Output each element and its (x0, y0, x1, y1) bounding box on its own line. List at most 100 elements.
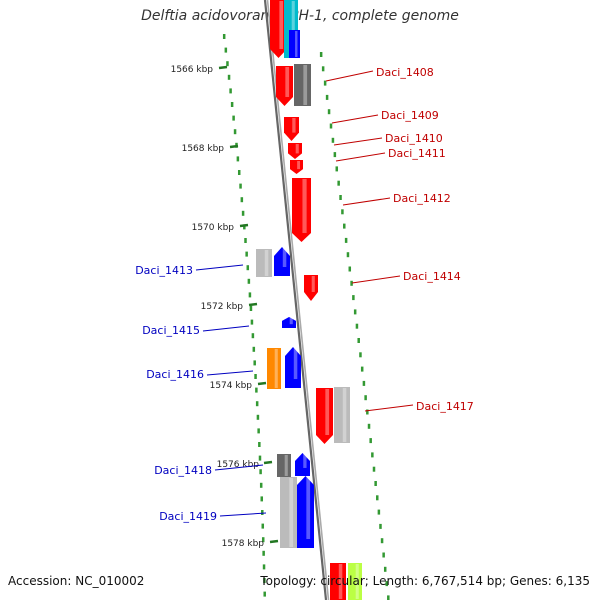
gene-label[interactable]: Daci_1416 (146, 368, 204, 381)
label-leader-line (219, 512, 267, 517)
ruler-tick (257, 381, 267, 386)
ruler-dot (369, 438, 372, 444)
ruler-dot (258, 455, 262, 461)
gene-arrow (274, 247, 290, 276)
ruler-dots (222, 34, 390, 600)
ruler-dot (360, 366, 364, 372)
ruler-dot (239, 183, 242, 189)
tick-label: 1576 kbp (217, 460, 260, 470)
ruler-dot (246, 265, 250, 271)
gene-label[interactable]: Daci_1408 (376, 66, 434, 79)
gene-label[interactable]: Daci_1415 (142, 324, 200, 337)
gene-arrow (277, 454, 291, 477)
ruler-dot (335, 166, 339, 172)
ruler-dot (263, 591, 266, 597)
backbone-line (263, 0, 328, 600)
ruler-dot (255, 401, 259, 407)
ruler-dot (371, 452, 374, 458)
gene-labels: Daci_1408 Daci_1409 Daci_1410 Daci_1411 Daci… (135, 66, 474, 523)
gene-label[interactable]: Daci_1418 (154, 464, 212, 477)
gene-highlight (302, 179, 307, 233)
gene-arrow (270, 0, 287, 58)
ruler-dot (333, 152, 337, 158)
ruler-dot (260, 496, 264, 502)
backbone-line-shadow (266, 0, 330, 600)
ruler-dot (259, 469, 262, 475)
gene-highlight (325, 389, 330, 435)
gene-arrow (276, 66, 293, 106)
label-leader-line (202, 325, 250, 332)
gene-arrow (267, 348, 281, 389)
gene-arrow (297, 476, 314, 548)
ruler-dot (261, 537, 265, 543)
gene-highlight (297, 161, 301, 170)
ruler-dot (256, 414, 260, 420)
gene-label[interactable]: Daci_1413 (135, 264, 193, 277)
ruler-tick (239, 223, 249, 228)
ruler-dot (323, 80, 327, 86)
ruler-dot (385, 581, 389, 587)
gene-arrow (316, 388, 333, 444)
ruler-dot (251, 333, 255, 339)
tick-label: 1574 kbp (210, 381, 253, 391)
gene-highlight (306, 477, 311, 539)
ruler-dot (237, 170, 241, 175)
ruler-dot (383, 566, 387, 572)
label-leader-line (331, 114, 379, 124)
gene-label[interactable]: Daci_1414 (403, 270, 461, 283)
ruler-dot (387, 595, 390, 600)
gene-highlight (295, 31, 298, 57)
ruler-dot (229, 88, 232, 94)
accession-text: Accession: NC_010002 (8, 574, 145, 588)
ruler-dot (350, 280, 353, 286)
gene-highlight (293, 348, 298, 379)
gene-arrow (289, 30, 300, 58)
ruler-dot (245, 251, 248, 257)
ruler-dot (359, 352, 362, 358)
gene-features (256, 0, 362, 600)
gene-highlight (264, 250, 269, 276)
gene-label[interactable]: Daci_1409 (381, 109, 439, 122)
gene-label[interactable]: Daci_1417 (416, 400, 474, 413)
ruler-dot (258, 442, 261, 447)
label-leader-line (351, 275, 401, 284)
gene-highlight (295, 144, 299, 154)
ruler-dot (263, 578, 266, 583)
ruler-ticks: 1566 kbp 1568 kbp 1570 kbp 1572 kbp 1574 kbp… (171, 65, 279, 549)
gene-label[interactable]: Daci_1412 (393, 192, 451, 205)
gene-arrow (292, 178, 311, 242)
gene-arrow (295, 453, 310, 476)
ruler-dot (344, 237, 348, 243)
ruler-dot (343, 223, 346, 229)
ruler-dot (355, 323, 359, 329)
label-leader-line (335, 152, 386, 162)
gene-label[interactable]: Daci_1410 (385, 132, 443, 145)
gene-arrow (304, 275, 318, 301)
ruler-dot (357, 338, 360, 343)
gene-arrow (348, 563, 362, 600)
tick-label: 1578 kbp (222, 539, 265, 549)
ruler-dot (382, 552, 385, 558)
gene-arrow (280, 477, 297, 548)
gene-label[interactable]: Daci_1411 (388, 147, 446, 160)
ruler-dot (250, 319, 254, 325)
gene-label[interactable]: Daci_1419 (159, 510, 217, 523)
ruler-dot (247, 278, 251, 284)
ruler-dot (367, 423, 371, 429)
gene-highlight (289, 318, 293, 325)
ruler-dot (372, 466, 376, 472)
ruler-dot (253, 360, 256, 366)
ruler-dot (243, 224, 246, 230)
ruler-dot (236, 156, 240, 162)
ruler-dot (262, 550, 265, 556)
ruler-dot (257, 428, 260, 434)
gene-highlight (303, 65, 308, 105)
ruler-dot (325, 94, 329, 100)
gene-highlight (338, 564, 343, 599)
gene-highlight (285, 67, 290, 97)
ruler-dot (379, 523, 382, 529)
ruler-dot (352, 295, 355, 301)
label-leader-line (325, 70, 374, 82)
ruler-dot (331, 137, 335, 143)
